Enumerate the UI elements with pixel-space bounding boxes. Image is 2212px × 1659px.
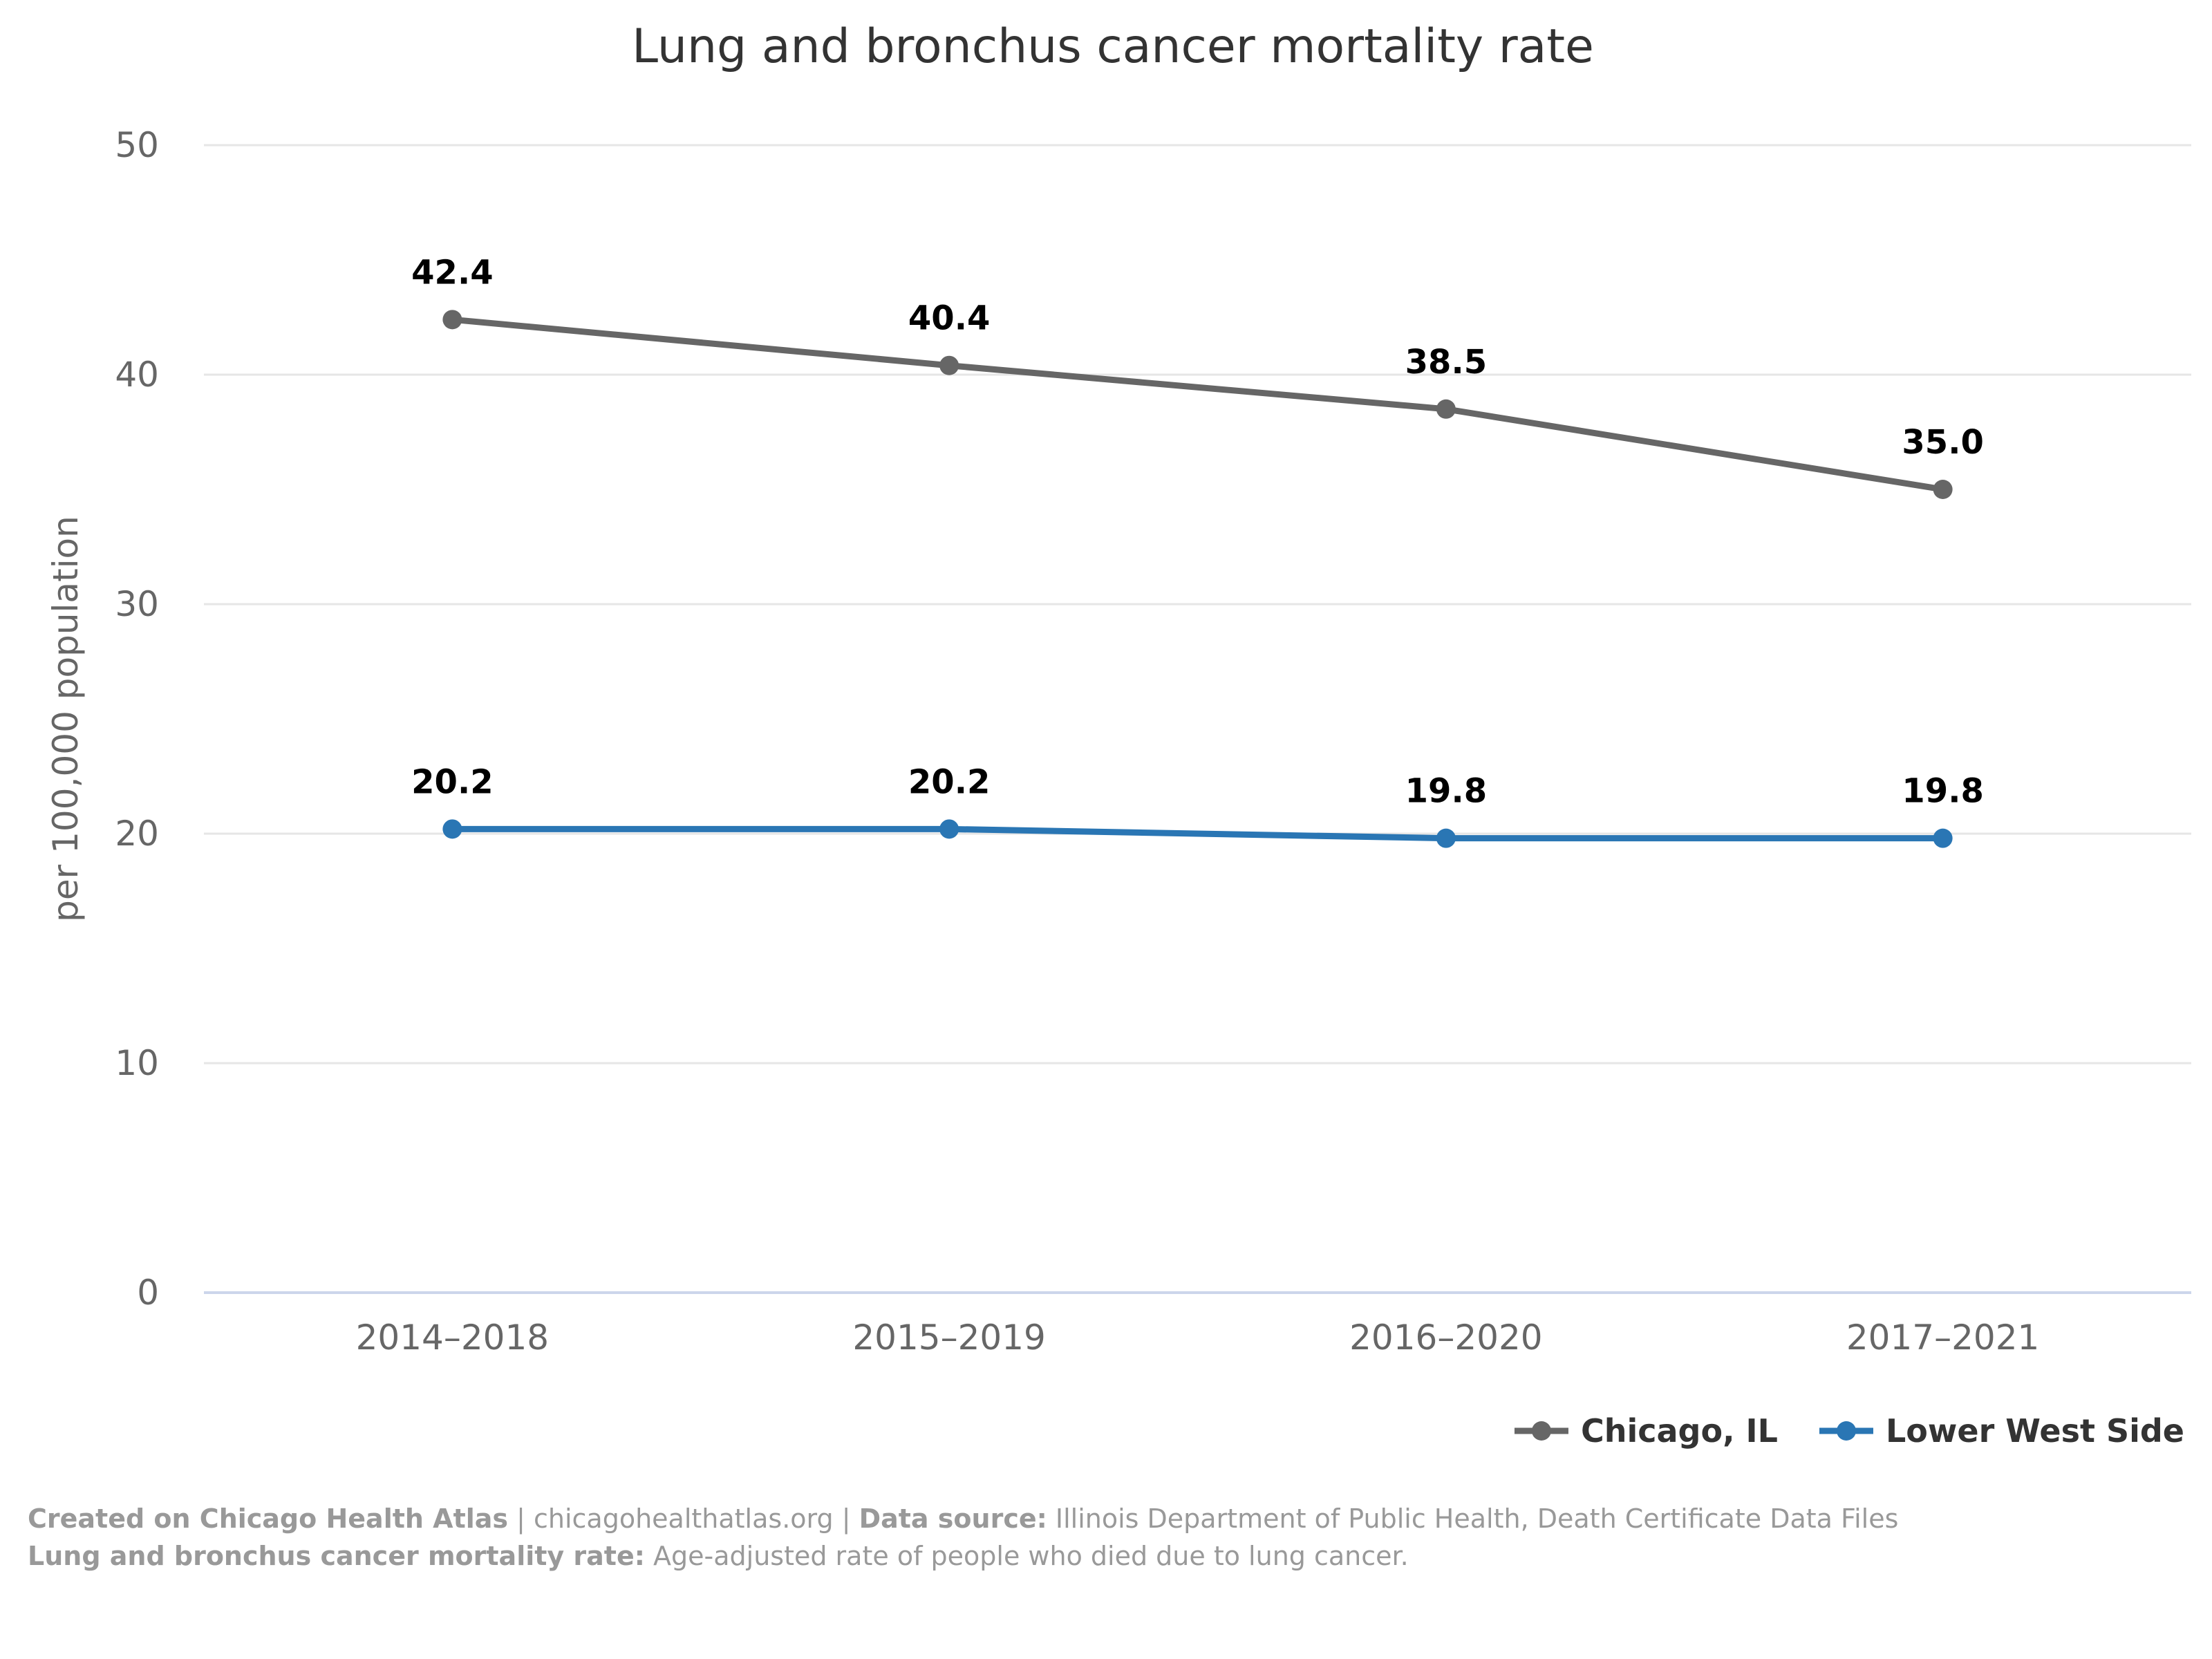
data-point[interactable] — [1933, 828, 1953, 848]
series-0: 42.4 40.4 38.5 35.0 — [411, 253, 1984, 499]
y-tick-label: 40 — [115, 355, 159, 395]
footer-source-label: Data source: — [859, 1503, 1047, 1534]
legend-label: Lower West Side — [1886, 1412, 2184, 1450]
legend-item[interactable]: Lower West Side — [1819, 1412, 2184, 1450]
y-tick-label: 20 — [115, 814, 159, 854]
footer-separator: | — [833, 1503, 859, 1534]
footer-source: Illinois Department of Public Health, De… — [1047, 1503, 1899, 1534]
x-tick-label: 2015–2019 — [852, 1318, 1046, 1358]
data-point[interactable] — [939, 355, 959, 375]
legend-marker — [1836, 1421, 1856, 1441]
data-point[interactable] — [939, 819, 959, 839]
x-tick-label: 2014–2018 — [356, 1318, 550, 1358]
legend: Chicago, IL Lower West Side — [1514, 1412, 2184, 1450]
data-label: 42.4 — [411, 253, 493, 292]
data-label: 35.0 — [1902, 423, 1983, 462]
y-axis-label: per 100,000 population — [46, 516, 86, 922]
y-tick-label: 50 — [115, 125, 159, 165]
data-label: 19.8 — [1902, 772, 1983, 811]
data-point[interactable] — [1933, 480, 1953, 499]
y-tick-label: 10 — [115, 1043, 159, 1083]
data-point[interactable] — [1436, 399, 1456, 419]
series-line — [449, 316, 1947, 493]
data-point[interactable] — [442, 819, 462, 839]
y-tick-label: 30 — [115, 584, 159, 624]
y-tick-label: 0 — [137, 1273, 159, 1313]
data-label: 20.2 — [411, 762, 493, 801]
series-1: 20.2 20.2 19.8 19.8 — [411, 762, 1984, 848]
series-line — [449, 825, 1947, 842]
data-point[interactable] — [442, 310, 462, 330]
legend-item[interactable]: Chicago, IL — [1514, 1412, 1778, 1450]
data-label: 40.4 — [908, 299, 990, 338]
data-label: 38.5 — [1405, 343, 1487, 382]
data-point[interactable] — [1436, 828, 1456, 848]
gridlines — [204, 144, 2191, 1294]
legend-marker — [1531, 1421, 1551, 1441]
footer-credits: Created on Chicago Health Atlas | chicag… — [28, 1500, 1898, 1537]
footer-created-label: Created on Chicago Health Atlas — [28, 1503, 509, 1534]
data-label: 19.8 — [1405, 772, 1487, 811]
data-label: 20.2 — [908, 762, 990, 801]
footer-definition-text: Age-adjusted rate of people who died due… — [644, 1541, 1409, 1571]
footer-separator: | — [508, 1503, 534, 1534]
footer-url: chicagohealthatlas.org — [534, 1503, 834, 1534]
chart-title: Lung and bronchus cancer mortality rate — [632, 19, 1594, 74]
x-axis-ticks: 2014–2018 2015–2019 2016–2020 2017–2021 — [356, 1318, 2040, 1358]
footer-definition-label: Lung and bronchus cancer mortality rate: — [28, 1541, 645, 1571]
legend-label: Chicago, IL — [1581, 1412, 1778, 1450]
y-axis-ticks: 0 10 20 30 40 50 — [115, 125, 159, 1313]
x-tick-label: 2016–2020 — [1349, 1318, 1543, 1358]
x-tick-label: 2017–2021 — [1846, 1318, 2040, 1358]
footer-definition: Lung and bronchus cancer mortality rate:… — [28, 1537, 1409, 1575]
series-layer: 42.4 40.4 38.5 35.0 20.2 20.2 19.8 19.8 — [411, 253, 1984, 848]
